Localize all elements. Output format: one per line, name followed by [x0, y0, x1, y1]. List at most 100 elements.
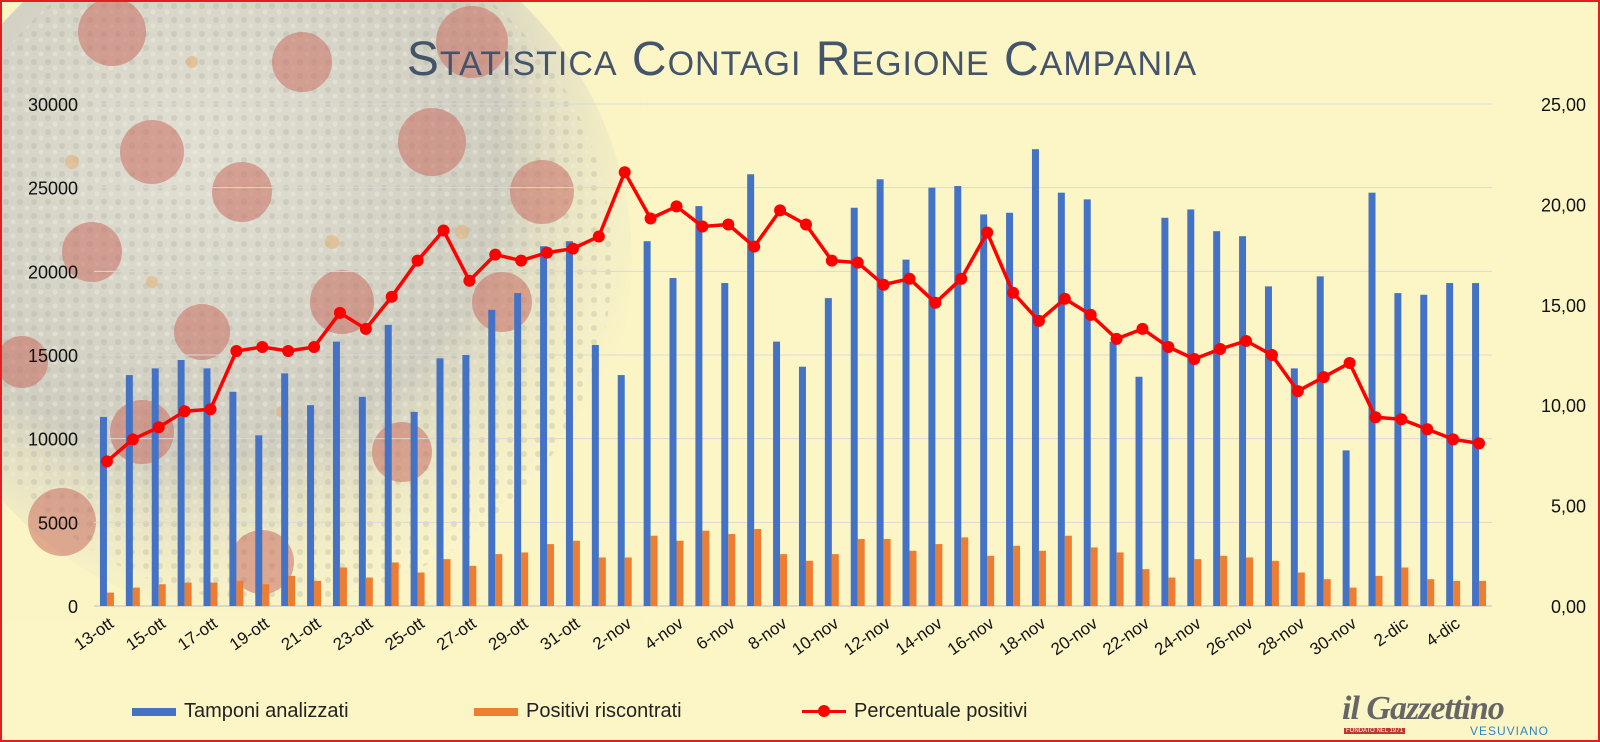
point-percentuale — [1162, 340, 1175, 353]
x-tick-label: 30-nov — [1306, 613, 1360, 659]
point-percentuale — [1447, 433, 1460, 446]
point-percentuale — [1188, 353, 1201, 366]
point-percentuale — [1110, 332, 1123, 345]
bar-tamponi — [902, 259, 910, 606]
x-tick-label: 6-nov — [693, 613, 739, 653]
x-tick-label: 22-nov — [1099, 613, 1153, 659]
legend-swatch-red-line — [802, 705, 846, 717]
bar-tamponi — [1213, 231, 1221, 606]
chart-legend: Tamponi analizzati Positivi riscontrati … — [2, 700, 1598, 730]
gazzettino-logo: il Gazzettino FONDATO NEL 1971 VESUVIANO — [1342, 690, 1582, 740]
bar-positivi — [702, 530, 710, 606]
bar-positivi — [1453, 580, 1461, 606]
point-percentuale — [385, 290, 398, 303]
bar-positivi — [469, 565, 477, 606]
legend-item-percentuale: Percentuale positivi — [802, 700, 1027, 723]
point-percentuale — [955, 272, 968, 285]
point-percentuale — [204, 403, 217, 416]
bar-tamponi — [591, 344, 599, 606]
point-percentuale — [256, 340, 269, 353]
bar-tamponi — [980, 214, 988, 606]
bar-positivi — [391, 562, 399, 606]
point-percentuale — [981, 226, 994, 239]
point-percentuale — [515, 254, 528, 267]
bar-tamponi — [1031, 149, 1039, 606]
bar-tamponi — [488, 309, 496, 606]
bar-tamponi — [617, 375, 625, 606]
point-percentuale — [618, 166, 631, 179]
bar-positivi — [288, 575, 296, 606]
bar-positivi — [1220, 555, 1228, 606]
point-percentuale — [851, 256, 864, 269]
x-tick-label: 16-nov — [944, 613, 998, 659]
x-tick-label: 21-ott — [278, 614, 325, 655]
point-percentuale — [1032, 314, 1045, 327]
y-left-tick-label: 25000 — [28, 179, 78, 199]
y-right-tick-label: 20,00 — [1541, 195, 1586, 215]
bar-tamponi — [203, 368, 211, 606]
bar-tamponi — [1109, 341, 1117, 606]
x-tick-label: 24-nov — [1151, 613, 1205, 659]
bar-positivi — [676, 540, 684, 606]
point-percentuale — [437, 224, 450, 237]
bar-tamponi — [540, 246, 548, 606]
bar-tamponi — [1368, 192, 1376, 607]
y-left-tick-label: 15000 — [28, 346, 78, 366]
bar-tamponi — [928, 187, 936, 606]
bar-positivi — [158, 584, 166, 606]
bar-tamponi — [1057, 192, 1065, 607]
logo-name: il Gazzettino — [1342, 690, 1505, 727]
x-tick-label: 18-nov — [996, 613, 1050, 659]
bar-positivi — [1194, 559, 1202, 606]
x-tick-label: 31-ott — [537, 614, 584, 655]
bar-tamponi — [1135, 376, 1143, 606]
point-percentuale — [929, 296, 942, 309]
x-tick-label: 25-ott — [381, 614, 428, 655]
bar-tamponi — [565, 241, 573, 607]
legend-swatch-blue — [132, 707, 176, 716]
bar-tamponi — [99, 416, 107, 606]
bar-positivi — [805, 560, 813, 606]
bar-tamponi — [281, 373, 289, 606]
bar-positivi — [857, 539, 865, 606]
x-tick-label: 14-nov — [892, 613, 946, 659]
bar-positivi — [831, 554, 839, 606]
y-right-tick-label: 15,00 — [1541, 296, 1586, 316]
bar-positivi — [1246, 557, 1254, 606]
point-percentuale — [333, 306, 346, 319]
point-percentuale — [1265, 349, 1278, 361]
bar-positivi — [210, 582, 218, 606]
y-right-tick-label: 10,00 — [1541, 396, 1586, 416]
x-tick-label: 2-dic — [1371, 613, 1412, 650]
bar-positivi — [1323, 579, 1331, 606]
bar-tamponi — [1161, 217, 1169, 606]
point-percentuale — [722, 218, 735, 231]
bar-positivi — [1168, 577, 1176, 606]
bar-tamponi — [177, 360, 185, 606]
legend-item-positivi: Positivi riscontrati — [474, 700, 682, 723]
bar-tamponi — [1316, 276, 1324, 606]
point-percentuale — [359, 322, 372, 335]
bar-tamponi — [1420, 294, 1428, 606]
point-percentuale — [1395, 413, 1408, 426]
bar-tamponi — [773, 341, 781, 606]
point-percentuale — [696, 220, 709, 233]
bar-tamponi — [1446, 283, 1454, 606]
bar-positivi — [365, 577, 373, 606]
bar-tamponi — [125, 375, 133, 606]
x-tick-label: 26-nov — [1203, 613, 1257, 659]
bar-tamponi — [695, 206, 703, 606]
point-percentuale — [411, 254, 424, 267]
bar-tamponi — [850, 207, 858, 606]
point-percentuale — [670, 200, 683, 213]
point-percentuale — [799, 218, 812, 231]
legend-label: Positivi riscontrati — [526, 700, 682, 722]
bar-tamponi — [462, 355, 470, 606]
bar-tamponi — [384, 324, 392, 606]
bar-positivi — [624, 557, 632, 606]
point-percentuale — [126, 433, 139, 446]
bar-positivi — [1013, 545, 1021, 606]
legend-swatch-orange — [474, 707, 518, 716]
point-percentuale — [1136, 322, 1149, 335]
